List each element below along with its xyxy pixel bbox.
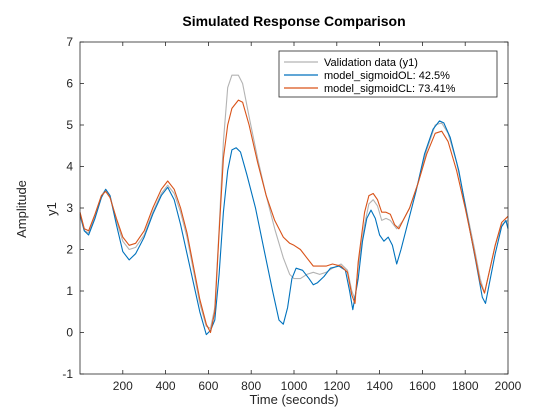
y-tick-label: 7 — [66, 35, 73, 49]
axes: 200 400 600 800 1000 1200 1400 1600 1800 2000 -1 0… — [62, 35, 521, 393]
x-tick-label: 200 — [113, 379, 133, 393]
x-tick-label: 1800 — [452, 379, 479, 393]
series-line-model-cl — [79, 99, 509, 334]
group-axis-label: Amplitude — [14, 180, 29, 238]
x-tick-label: 1400 — [366, 379, 393, 393]
x-tick-label: 400 — [156, 379, 176, 393]
y-tick-label: 6 — [66, 77, 73, 91]
x-tick-label: 1200 — [323, 379, 350, 393]
y-axis-ticks: -1 0 1 2 3 4 5 6 7 — [62, 35, 508, 381]
legend-label-model-ol: model_sigmoidOL: 42.5% — [324, 70, 450, 82]
y-axis-label: y1 — [44, 202, 59, 216]
x-tick-label: 800 — [241, 379, 261, 393]
x-tick-label: 2000 — [495, 379, 522, 393]
x-axis-ticks: 200 400 600 800 1000 1200 1400 1600 1800 2000 — [113, 42, 522, 393]
series-lines — [79, 74, 509, 336]
y-tick-label: 5 — [66, 118, 73, 132]
legend-label-model-cl: model_sigmoidCL: 73.41% — [324, 83, 456, 95]
y-tick-label: 2 — [66, 243, 73, 257]
x-axis-label: Time (seconds) — [249, 392, 338, 407]
x-tick-label: 600 — [198, 379, 218, 393]
x-tick-label: 1000 — [281, 379, 308, 393]
y-tick-label: -1 — [62, 367, 73, 381]
y-tick-label: 4 — [66, 160, 73, 174]
y-tick-label: 3 — [66, 201, 73, 215]
legend: Validation data (y1) model_sigmoidOL: 42… — [278, 50, 498, 98]
legend-label-validation: Validation data (y1) — [324, 57, 418, 69]
legend-box — [278, 50, 498, 98]
y-tick-label: 1 — [66, 284, 73, 298]
series-line-model-ol — [79, 120, 509, 336]
series-line-validation — [79, 74, 509, 329]
chart-title: Simulated Response Comparison — [182, 13, 405, 29]
y-tick-label: 0 — [66, 326, 73, 340]
x-tick-label: 1600 — [409, 379, 436, 393]
